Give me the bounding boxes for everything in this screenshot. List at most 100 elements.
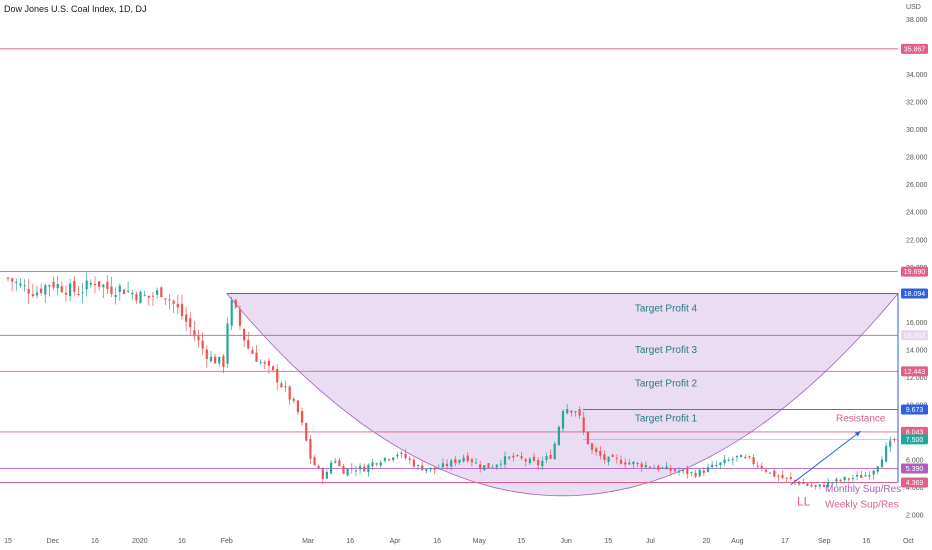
candle-body	[19, 283, 22, 286]
candle-body	[690, 472, 693, 474]
candle-body	[205, 349, 208, 359]
candle-body	[48, 285, 51, 287]
candle-body	[653, 467, 656, 469]
candle-body	[856, 475, 859, 477]
candle-body	[802, 482, 805, 484]
candle-body	[338, 460, 341, 467]
candle-body	[98, 281, 101, 287]
y-tick-label: 26.000	[906, 182, 928, 189]
candle-body	[694, 472, 697, 477]
candle-body	[764, 469, 768, 472]
candle-body	[744, 456, 747, 458]
candle-body	[868, 475, 871, 477]
candle-body	[885, 446, 888, 462]
candle-body	[301, 411, 304, 423]
candle-body	[325, 471, 328, 479]
candle-body	[334, 461, 337, 463]
candle-body	[545, 456, 548, 460]
candle-body	[835, 479, 838, 482]
candle-body	[172, 300, 175, 304]
candle-body	[740, 455, 743, 458]
candle-body	[872, 470, 875, 475]
candle-body	[619, 459, 623, 464]
x-tick-label: Apr	[390, 538, 402, 545]
candle-body	[230, 300, 233, 326]
candle-body	[723, 459, 726, 463]
candle-body	[880, 459, 884, 468]
candle-body	[574, 411, 577, 413]
candle-body	[69, 283, 72, 297]
price-badge-text: 4.369	[906, 480, 924, 487]
candle-body	[251, 350, 254, 354]
x-tick-label: Mar	[302, 538, 315, 545]
candle-body	[214, 356, 217, 364]
candle-body	[77, 293, 80, 296]
x-tick-label: Jul	[646, 538, 655, 545]
y-tick-label: 28.000	[906, 155, 928, 162]
candle-body	[553, 443, 556, 459]
price-badge-15.063	[901, 330, 928, 341]
candle-body	[417, 465, 420, 467]
candle-body	[450, 460, 453, 467]
price-badge-text: 18.094	[904, 291, 926, 298]
candle-body	[429, 467, 432, 470]
candle-body	[698, 469, 701, 477]
price-badge-7.500	[901, 434, 928, 445]
candle-body	[462, 457, 465, 462]
candle-body	[561, 411, 565, 429]
weekly-sr-label: Weekly Sup/Res	[825, 499, 899, 510]
candle-body	[421, 465, 424, 471]
candle-body	[263, 362, 266, 364]
candle-body	[151, 295, 155, 297]
candle-body	[64, 292, 68, 295]
candle-body	[27, 288, 30, 294]
price-badge-9.673	[901, 404, 928, 415]
candle-body	[288, 386, 291, 400]
candle-body	[40, 288, 43, 294]
y-tick-label: 34.000	[906, 72, 928, 79]
candle-body	[185, 314, 188, 322]
candle-body	[731, 459, 734, 461]
y-tick-label: 12.000	[906, 375, 928, 382]
x-tick-label: 16	[346, 538, 354, 545]
candle-body	[603, 454, 606, 460]
price-badge-text: 35.867	[904, 46, 926, 53]
resistance-label: Resistance	[836, 414, 886, 425]
candle-body	[516, 455, 519, 457]
candle-body	[127, 290, 130, 292]
candle-body	[272, 366, 275, 371]
x-tick-label: 15	[517, 538, 525, 545]
candle-body	[843, 476, 846, 480]
y-tick-label: 32.000	[906, 100, 928, 107]
candle-body	[296, 400, 299, 413]
price-badge-19.690	[901, 266, 928, 277]
candle-body	[686, 468, 689, 475]
candle-body	[702, 470, 705, 473]
candle-body	[648, 466, 652, 468]
candle-body	[706, 467, 710, 472]
candle-body	[180, 303, 184, 317]
candle-body	[632, 461, 635, 465]
candle-body	[541, 460, 544, 466]
candle-body	[247, 340, 250, 349]
candle-body	[313, 457, 316, 466]
price-badge-text: 9.673	[906, 407, 924, 414]
trend-arrow-head	[854, 431, 861, 437]
candle-body	[822, 485, 826, 487]
x-tick-label: 16	[433, 538, 441, 545]
candle-body	[483, 465, 486, 470]
candle-body	[636, 463, 639, 464]
candle-body	[110, 286, 113, 295]
candle-body	[624, 462, 627, 465]
candle-body	[566, 408, 569, 414]
candle-body	[350, 468, 353, 470]
candle-body	[677, 471, 681, 473]
candle-body	[524, 459, 527, 462]
candle-body	[309, 439, 312, 459]
price-badge-5.390	[901, 463, 928, 474]
candle-body	[644, 465, 647, 468]
candle-body	[81, 292, 84, 294]
candle-body	[56, 284, 59, 289]
